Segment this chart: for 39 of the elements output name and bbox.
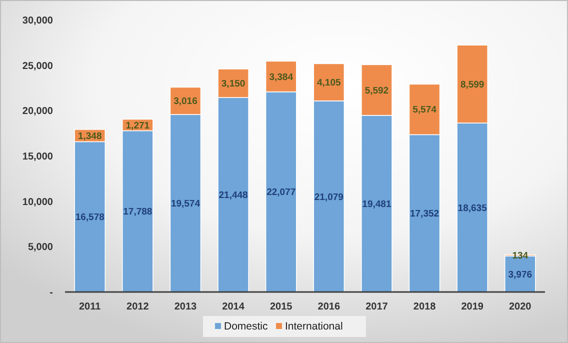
data-label: 134 xyxy=(512,250,529,262)
x-tick-label: 2019 xyxy=(461,302,484,312)
x-tick-label: 2013 xyxy=(174,302,198,312)
data-label: 1,271 xyxy=(126,120,150,132)
data-label: 21,448 xyxy=(218,190,248,202)
data-label: 3,150 xyxy=(221,78,246,90)
data-label: 3,384 xyxy=(269,72,294,83)
data-label: 18,635 xyxy=(458,202,488,214)
x-tick-label: 2012 xyxy=(126,302,150,312)
y-tick-label: 20,000 xyxy=(22,106,54,118)
data-label: 8,599 xyxy=(460,79,484,90)
text: Domestic xyxy=(224,320,268,333)
legend-label: International xyxy=(285,320,343,333)
data-label: 5,592 xyxy=(364,85,389,96)
y-tick-label: 25,000 xyxy=(22,60,54,72)
data-label: 3,016 xyxy=(174,96,198,108)
data-label: 3,976 xyxy=(508,269,532,280)
data-label: 19,481 xyxy=(362,199,392,210)
data-label: 17,788 xyxy=(123,206,152,218)
data-label: 17,352 xyxy=(410,208,440,220)
x-tick-label: 2020 xyxy=(509,302,532,312)
y-tick-label: 15,000 xyxy=(22,152,54,162)
y-tick-label: 10,000 xyxy=(22,196,54,208)
x-tick-label: 2017 xyxy=(366,302,388,312)
x-tick-label: 2016 xyxy=(318,302,340,312)
x-tick-label: 2014 xyxy=(222,302,245,312)
y-tick-label: 5,000 xyxy=(28,242,54,254)
x-tick-label: 2018 xyxy=(413,302,436,312)
data-label: 5,574 xyxy=(412,104,438,116)
data-label: 16,578 xyxy=(75,212,104,224)
data-label: 4,105 xyxy=(317,78,342,89)
y-tick-label: 30,000 xyxy=(22,16,54,26)
x-tick-label: 2011 xyxy=(79,302,102,312)
data-label: 21,079 xyxy=(314,192,344,203)
y-tick-label: - xyxy=(50,288,53,298)
x-tick-label: 2015 xyxy=(270,302,293,312)
data-label: 22,077 xyxy=(266,187,296,198)
data-label: 19,574 xyxy=(170,198,201,210)
data-label: 1,348 xyxy=(78,130,102,142)
